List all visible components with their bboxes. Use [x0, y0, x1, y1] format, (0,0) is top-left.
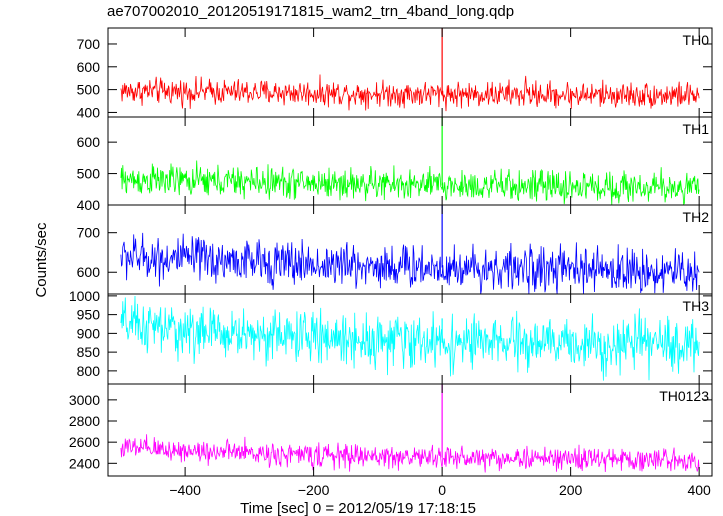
y-tick-label: 2800: [69, 413, 100, 429]
panel-label-th2: TH2: [683, 209, 710, 225]
y-tick-label: 600: [77, 134, 101, 150]
series-line-th1: [120, 160, 700, 206]
y-tick-label: 500: [77, 166, 101, 182]
y-tick-label: 700: [77, 225, 101, 241]
y-tick-label: 400: [77, 197, 101, 213]
series-line-th0123: [120, 434, 700, 473]
y-tick-label: 600: [77, 264, 101, 280]
panel-frame-th0123: [107, 383, 713, 477]
y-tick-label: 850: [77, 344, 101, 360]
y-tick-label: 600: [77, 59, 101, 75]
x-tick-label: −200: [298, 482, 330, 498]
series-line-th3: [120, 295, 700, 381]
series-line-th2: [120, 232, 700, 295]
y-tick-label: 900: [77, 325, 101, 341]
y-tick-label: 800: [77, 363, 101, 379]
y-tick-label: 400: [77, 104, 101, 120]
x-tick-label: 400: [687, 482, 711, 498]
y-tick-label: 1000: [69, 288, 100, 304]
y-tick-label: 950: [77, 307, 101, 323]
panel-label-th1: TH1: [683, 121, 710, 137]
x-axis-label: Time [sec] 0 = 2012/05/19 17:18:15: [240, 500, 476, 516]
panel-label-th0: TH0: [683, 32, 710, 48]
panel-frame-th0: [107, 27, 713, 118]
series-line-th0: [120, 74, 700, 112]
panel-label-th0123: TH0123: [659, 388, 709, 404]
y-tick-label: 700: [77, 36, 101, 52]
x-tick-label: −400: [169, 482, 201, 498]
panel-frame-th1: [107, 116, 713, 206]
y-tick-label: 500: [77, 82, 101, 98]
x-tick-label: 0: [438, 482, 446, 498]
y-tick-label: 3000: [69, 392, 100, 408]
panel-label-th3: TH3: [683, 298, 710, 314]
y-tick-label: 2400: [69, 455, 100, 471]
x-tick-label: 200: [559, 482, 583, 498]
y-tick-label: 2600: [69, 434, 100, 450]
chart-title: ae707002010_20120519171815_wam2_trn_4ban…: [107, 3, 515, 20]
y-axis-label: Counts/sec: [33, 222, 50, 298]
